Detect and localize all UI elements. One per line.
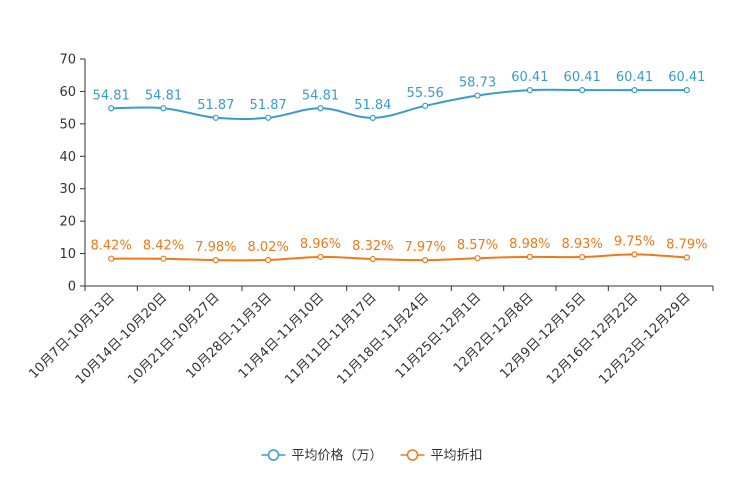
data-label: 60.41 — [668, 70, 705, 85]
data-label: 8.93% — [562, 237, 603, 252]
data-label: 8.96% — [300, 237, 341, 252]
x-tick-label: 12月23日-12月29日 — [596, 290, 693, 387]
data-label: 60.41 — [616, 70, 653, 85]
data-point — [579, 86, 586, 94]
data-point — [683, 86, 690, 94]
data-point — [317, 253, 324, 261]
data-point — [212, 257, 219, 264]
y-tick-label: 30 — [59, 182, 76, 197]
data-label: 51.84 — [354, 98, 391, 113]
legend-marker-2 — [406, 449, 419, 461]
data-point — [474, 92, 481, 99]
data-label: 8.42% — [143, 239, 184, 254]
data-label: 51.87 — [250, 98, 287, 113]
data-point — [265, 256, 272, 264]
data-label: 58.73 — [459, 76, 496, 91]
data-label: 55.56 — [407, 86, 444, 101]
data-point — [579, 253, 586, 261]
y-tick-label: 20 — [59, 215, 76, 230]
x-tick-label: 11月11日-11月17日 — [282, 290, 379, 387]
data-label: 7.98% — [195, 240, 236, 255]
x-tick-label: 10月7日-10月13日 — [26, 290, 118, 382]
series-line-2 — [111, 253, 687, 262]
data-label: 8.42% — [91, 239, 132, 254]
data-point — [631, 86, 638, 94]
data-point — [160, 255, 167, 262]
series-line-1 — [111, 88, 687, 121]
data-point — [265, 114, 272, 121]
data-label: 8.57% — [457, 238, 498, 253]
data-point — [474, 255, 481, 262]
data-point — [369, 255, 376, 263]
data-point — [526, 86, 533, 94]
data-label: 8.02% — [248, 240, 289, 255]
y-tick-label: 0 — [68, 280, 76, 295]
data-label: 60.41 — [511, 70, 548, 85]
y-tick-label: 50 — [59, 117, 76, 132]
legend-marker-1 — [267, 449, 280, 461]
data-point — [631, 251, 638, 258]
data-point — [108, 105, 115, 112]
y-tick-label: 70 — [59, 53, 76, 68]
data-point — [422, 102, 429, 109]
data-label: 51.87 — [197, 98, 234, 113]
legend-label-1: 平均价格（万） — [292, 448, 383, 464]
y-tick-label: 10 — [59, 247, 76, 262]
x-tick-label: 11月18日-11月24日 — [335, 290, 432, 387]
data-point — [422, 257, 429, 264]
data-point — [683, 254, 690, 261]
data-label: 54.81 — [93, 88, 130, 103]
x-tick-label: 12月16日-12月22日 — [544, 290, 641, 387]
x-tick-label: 10月14日-10月20日 — [73, 290, 170, 387]
data-point — [369, 114, 376, 121]
data-label: 60.41 — [564, 70, 601, 85]
data-point — [317, 105, 324, 112]
data-label: 8.32% — [352, 239, 393, 254]
data-label: 9.75% — [614, 234, 655, 249]
legend-label-2: 平均折扣 — [431, 449, 483, 464]
x-tick-label: 10月21日-10月27日 — [125, 290, 222, 387]
y-tick-label: 60 — [59, 85, 76, 100]
data-point — [160, 105, 167, 112]
data-label: 54.81 — [302, 88, 339, 103]
data-point — [526, 253, 533, 260]
data-label: 8.79% — [666, 237, 707, 252]
data-point — [212, 114, 219, 121]
y-tick-label: 40 — [59, 150, 76, 165]
data-point — [108, 255, 115, 262]
data-label: 8.98% — [509, 237, 550, 252]
data-label: 7.97% — [405, 240, 446, 255]
data-label: 54.81 — [145, 88, 182, 103]
